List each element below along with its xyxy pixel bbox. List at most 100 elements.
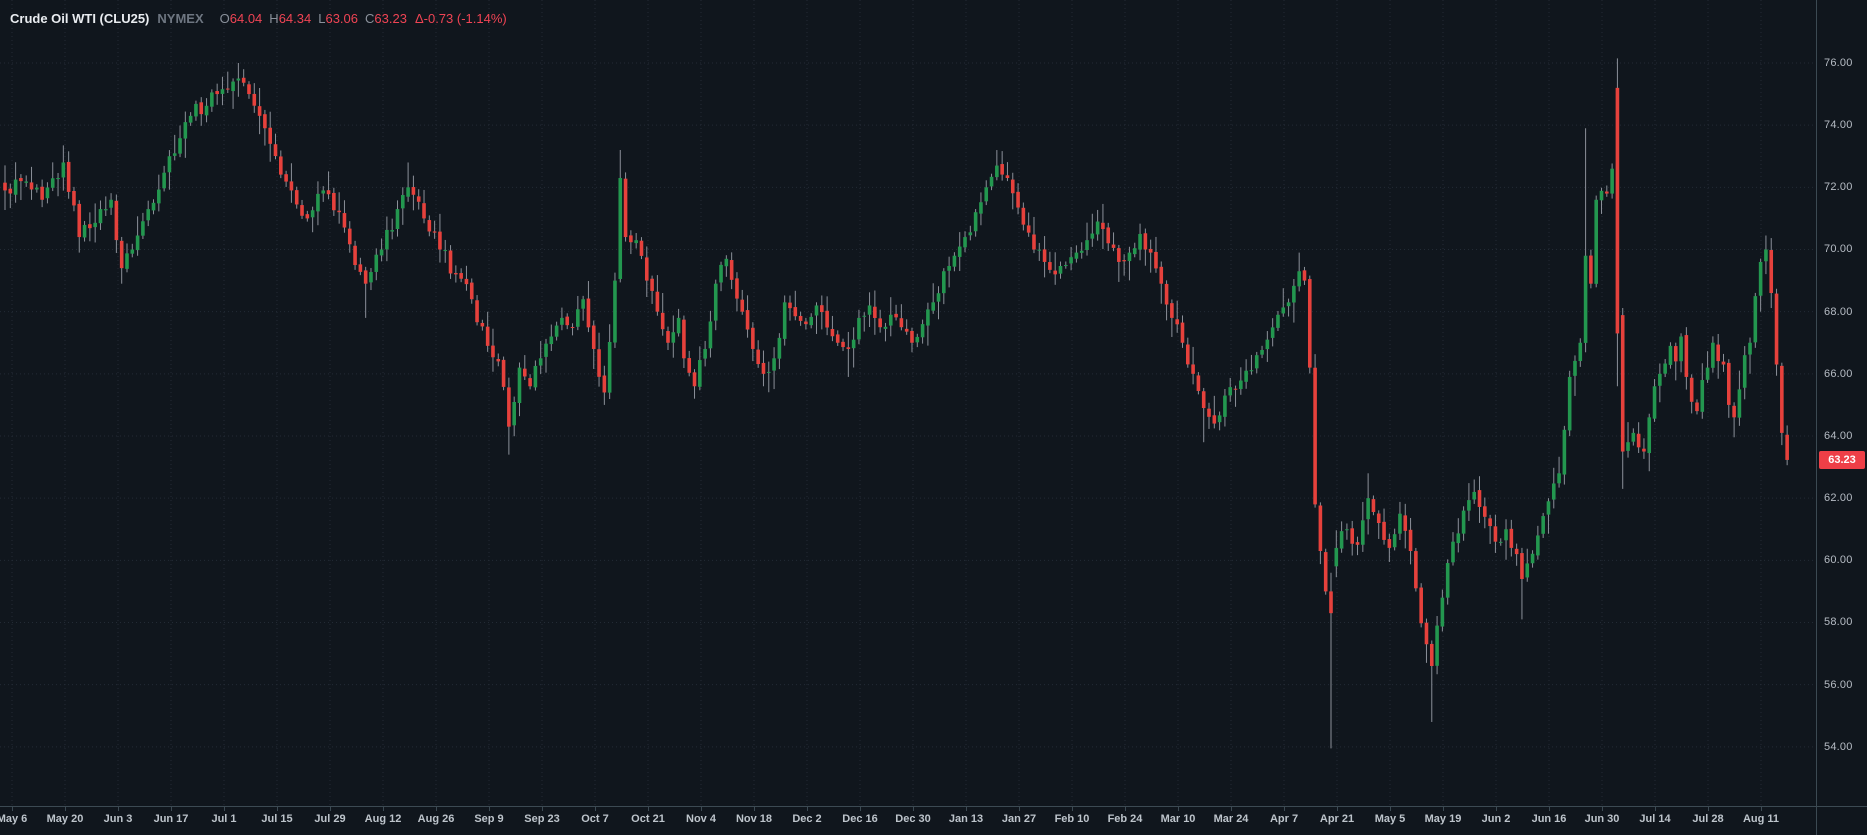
- date-tick-label: Jul 28: [1692, 813, 1724, 825]
- time-axis-tick: [12, 807, 13, 811]
- date-tick-label: Jan 27: [1001, 813, 1037, 825]
- date-tick-label: May 5: [1374, 813, 1406, 825]
- price-tick-label: 76.00: [1824, 57, 1853, 69]
- candles-layer: [3, 58, 1789, 749]
- time-axis[interactable]: May 6 May 20 Jun 3 Jun 17 Jul 1 Jul 15 Jul 29 A…: [0, 807, 1867, 835]
- time-axis-tick: [1549, 807, 1550, 811]
- date-tick-label: Jul 1: [211, 813, 237, 825]
- time-axis-tick: [489, 807, 490, 811]
- time-axis-tick: [754, 807, 755, 811]
- date-tick-label: Aug 26: [417, 813, 455, 825]
- date-tick-label: Aug 12: [364, 813, 402, 825]
- candlestick-chart: [0, 0, 1816, 806]
- date-tick-label: Apr 7: [1269, 813, 1299, 825]
- time-axis-tick: [1337, 807, 1338, 811]
- price-tick-label: 64.00: [1824, 429, 1853, 442]
- time-axis-tick: [966, 807, 967, 811]
- price-axis[interactable]: 76.00 74.00 72.00 70.00 68.00 66.00 64.00 62.00…: [1817, 0, 1867, 806]
- date-tick-label: Dec 30: [895, 813, 931, 825]
- time-axis-tick: [807, 807, 808, 811]
- date-tick-label: Sep 9: [474, 813, 504, 825]
- time-axis-tick: [1231, 807, 1232, 811]
- date-tick-label: Jan 13: [948, 813, 984, 825]
- time-axis-separator: [0, 806, 1867, 807]
- date-tick-label: Nov 4: [686, 813, 716, 825]
- time-axis-tick: [1125, 807, 1126, 811]
- date-tick-label: Dec 2: [792, 813, 822, 825]
- time-axis-tick: [1761, 807, 1762, 811]
- price-tick-label: 62.00: [1824, 492, 1853, 505]
- time-axis-tick: [277, 807, 278, 811]
- open-key: O: [219, 11, 230, 26]
- date-tick-label: Jun 16: [1531, 813, 1567, 825]
- open-value: 64.04: [229, 11, 263, 26]
- time-axis-tick: [118, 807, 119, 811]
- last-price-badge: 63.23: [1819, 450, 1865, 469]
- time-axis-tick: [1443, 807, 1444, 811]
- date-tick-label: May 20: [46, 813, 84, 825]
- time-axis-tick: [1178, 807, 1179, 811]
- ohlc-readout: O64.04 H64.34 L63.06 C63.23: [213, 11, 407, 26]
- date-tick-label: Mar 10: [1160, 813, 1196, 825]
- time-axis-tick: [1019, 807, 1020, 811]
- price-tick-label: 54.00: [1824, 740, 1853, 753]
- time-axis-tick: [1708, 807, 1709, 811]
- price-tick-label: 60.00: [1824, 554, 1853, 567]
- date-tick-label: Feb 10: [1054, 813, 1090, 825]
- time-axis-tick: [383, 807, 384, 811]
- date-tick-label: Oct 7: [581, 813, 609, 825]
- date-tick-label: Oct 21: [631, 813, 665, 825]
- date-tick-label: Feb 24: [1107, 813, 1143, 825]
- time-axis-tick: [1655, 807, 1656, 811]
- time-axis-tick: [436, 807, 437, 811]
- high-key: H: [269, 11, 279, 26]
- change-readout: Δ-0.73 (-1.14%): [414, 11, 507, 26]
- date-tick-label: Jul 14: [1639, 813, 1671, 825]
- time-axis-tick: [1390, 807, 1391, 811]
- date-tick-label: Jun 3: [103, 813, 133, 825]
- date-tick-label: Dec 16: [842, 813, 878, 825]
- time-axis-tick: [171, 807, 172, 811]
- time-axis-tick: [913, 807, 914, 811]
- time-axis-tick: [1284, 807, 1285, 811]
- low-value: 63.06: [325, 11, 359, 26]
- symbol-name[interactable]: Crude Oil WTI (CLU25): [10, 11, 150, 26]
- close-value: 63.23: [374, 11, 407, 26]
- close-key: C: [365, 11, 375, 26]
- grid-layer: [0, 0, 1816, 806]
- date-tick-label: Jul 15: [261, 813, 293, 825]
- exchange-label: NYMEX: [157, 11, 204, 26]
- date-tick-label: Jun 30: [1584, 813, 1620, 825]
- date-tick-label: May 19: [1424, 813, 1462, 825]
- date-tick-label: Nov 18: [735, 813, 773, 825]
- time-axis-tick: [542, 807, 543, 811]
- date-tick-label: Jun 2: [1481, 813, 1511, 825]
- chart-plot-area[interactable]: [0, 0, 1816, 806]
- symbol-legend: Crude Oil WTI (CLU25) NYMEX O64.04 H64.34 L6…: [10, 11, 507, 26]
- date-tick-label: Apr 21: [1319, 813, 1355, 825]
- time-axis-tick: [648, 807, 649, 811]
- price-tick-label: 70.00: [1824, 243, 1853, 256]
- date-tick-label: May 6: [0, 813, 28, 825]
- time-axis-tick: [330, 807, 331, 811]
- time-axis-tick: [1496, 807, 1497, 811]
- price-tick-label: 56.00: [1824, 678, 1853, 691]
- price-tick-label: 72.00: [1824, 181, 1853, 194]
- time-axis-tick: [224, 807, 225, 811]
- price-axis-separator: [1816, 0, 1817, 835]
- time-axis-tick: [595, 807, 596, 811]
- date-tick-label: Aug 11: [1742, 813, 1780, 825]
- time-axis-tick: [65, 807, 66, 811]
- price-tick-label: 66.00: [1824, 367, 1853, 380]
- high-value: 64.34: [278, 11, 312, 26]
- price-tick-label: 58.00: [1824, 616, 1853, 629]
- time-axis-tick: [701, 807, 702, 811]
- price-tick-label: 68.00: [1824, 305, 1853, 318]
- low-key: L: [318, 11, 326, 26]
- time-axis-tick: [860, 807, 861, 811]
- date-tick-label: Sep 23: [524, 813, 560, 825]
- date-tick-label: Mar 24: [1213, 813, 1249, 825]
- price-tick-label: 74.00: [1824, 119, 1853, 132]
- time-axis-tick: [1072, 807, 1073, 811]
